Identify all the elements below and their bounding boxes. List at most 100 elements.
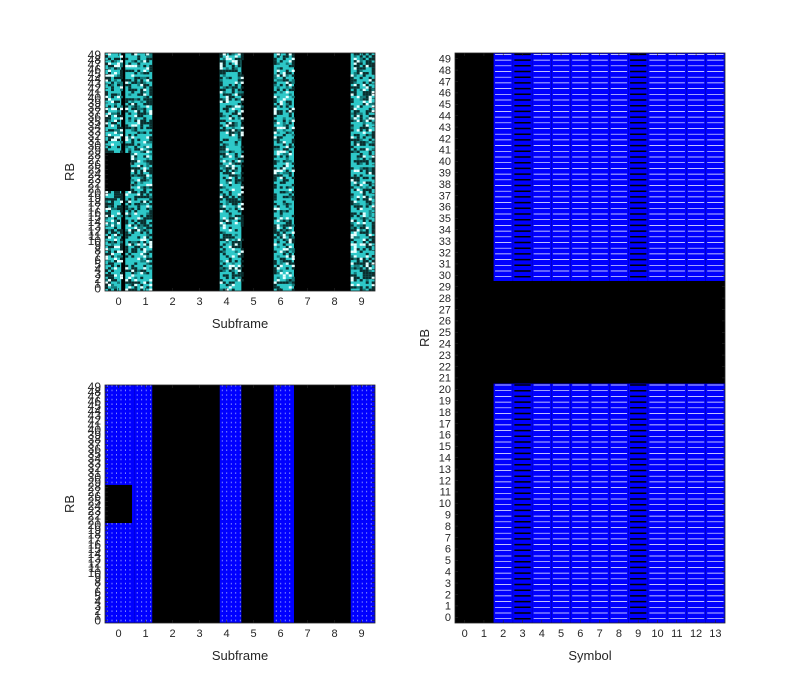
- y-tick-label: 25: [439, 327, 451, 339]
- y-tick-label: 8: [445, 521, 451, 533]
- x-axis-label: Subframe: [212, 648, 268, 663]
- y-tick-label: 13: [88, 220, 102, 234]
- y-tick-label: 39: [88, 428, 102, 442]
- x-tick-label: 8: [331, 628, 337, 640]
- x-tick-label: 3: [519, 628, 525, 640]
- y-tick-label: 27: [439, 304, 451, 316]
- y-tick-label: 20: [88, 186, 102, 200]
- x-tick-label: 0: [115, 628, 121, 640]
- y-tick-label: 32: [439, 247, 451, 259]
- y-tick-label: 22: [88, 177, 102, 191]
- y-tick-label: 34: [88, 120, 102, 134]
- empty-region: [105, 152, 131, 192]
- y-tick-label: 37: [88, 105, 102, 119]
- y-tick-label: 13: [88, 552, 102, 566]
- y-tick-label: 17: [88, 533, 102, 547]
- y-tick-label: 42: [88, 414, 102, 428]
- y-tick-label: 12: [88, 224, 102, 238]
- y-tick-label: 23: [88, 172, 102, 186]
- y-tick-label: 43: [88, 409, 102, 423]
- y-tick-label: 3: [94, 267, 101, 281]
- y-tick-label: 42: [439, 133, 451, 145]
- y-tick-label: 35: [88, 447, 102, 461]
- y-tick-label: 31: [88, 466, 102, 480]
- y-tick-label: 21: [439, 373, 451, 385]
- y-tick-label: 5: [445, 555, 451, 567]
- x-tick-label: 5: [558, 628, 564, 640]
- y-tick-label: 14: [88, 547, 102, 561]
- y-tick-label: 37: [88, 437, 102, 451]
- y-tick-label: 2: [94, 272, 101, 286]
- y-tick-label: 48: [88, 53, 102, 67]
- x-tick-label: 13: [709, 628, 721, 640]
- y-tick-label: 48: [88, 385, 102, 399]
- axes-frame: [104, 52, 376, 292]
- y-tick-label: 39: [439, 168, 451, 180]
- y-tick-label: 49: [88, 48, 102, 62]
- y-tick-label: 43: [88, 77, 102, 91]
- y-tick-label: 4: [445, 567, 451, 579]
- empty-region: [105, 484, 132, 524]
- axes-frame: [104, 384, 376, 624]
- x-tick-label: 7: [597, 628, 603, 640]
- y-tick-label: 26: [88, 158, 102, 172]
- y-tick-label: 38: [88, 433, 102, 447]
- y-axis-label: RB: [417, 329, 432, 347]
- y-tick-label: 47: [88, 58, 102, 72]
- x-tick-label: 2: [169, 296, 175, 308]
- y-tick-label: 45: [88, 67, 102, 81]
- y-tick-label: 5: [94, 590, 101, 604]
- y-tick-label: 0: [94, 281, 101, 295]
- y-tick-label: 37: [439, 190, 451, 202]
- y-tick-label: 46: [88, 62, 102, 76]
- y-tick-label: 48: [439, 65, 451, 77]
- y-tick-label: 38: [88, 101, 102, 115]
- plot-content: [493, 53, 725, 623]
- x-tick-label: 6: [577, 628, 583, 640]
- y-tick-label: 24: [88, 499, 102, 513]
- y-tick-label: 23: [439, 350, 451, 362]
- y-tick-label: 1: [445, 601, 451, 613]
- y-tick-label: 36: [88, 442, 102, 456]
- y-tick-label: 47: [88, 390, 102, 404]
- y-tick-label: 16: [439, 430, 451, 442]
- y-tick-label: 26: [439, 316, 451, 328]
- y-tick-label: 17: [88, 201, 102, 215]
- plot-content: [105, 385, 375, 623]
- subframe-grid-bottom-left: 0 1 2 3 4 5 6 7 8 9012345678910111213141516171819…: [62, 380, 376, 663]
- x-tick-label: 0: [115, 296, 121, 308]
- x-tick-label: 7: [304, 628, 310, 640]
- y-tick-label: 4: [94, 262, 101, 276]
- y-tick-label: 16: [88, 537, 102, 551]
- y-tick-label: 24: [439, 339, 451, 351]
- x-tick-label: 8: [616, 628, 622, 640]
- y-tick-label: 45: [88, 399, 102, 413]
- x-tick-label: 1: [142, 296, 148, 308]
- y-axis-label: RB: [62, 163, 77, 181]
- y-tick-label: 11: [89, 229, 102, 243]
- y-tick-label: 24: [88, 167, 102, 181]
- y-tick-label: 9: [445, 510, 451, 522]
- y-tick-label: 22: [88, 509, 102, 523]
- y-tick-label: 25: [88, 162, 102, 176]
- y-tick-label: 33: [439, 236, 451, 248]
- y-tick-label: 22: [439, 361, 451, 373]
- y-tick-label: 43: [439, 122, 451, 134]
- y-tick-label: 14: [439, 453, 451, 465]
- y-tick-label: 29: [88, 475, 102, 489]
- y-tick-label: 40: [88, 91, 102, 105]
- y-tick-label: 30: [88, 139, 102, 153]
- y-tick-label: 46: [88, 394, 102, 408]
- y-tick-label: 29: [88, 143, 102, 157]
- y-tick-label: 5: [94, 258, 101, 272]
- y-tick-label: 19: [439, 396, 451, 408]
- y-tick-label: 31: [88, 134, 102, 148]
- x-tick-label: 12: [690, 628, 702, 640]
- y-tick-label: 32: [88, 129, 102, 143]
- x-tick-label: 2: [169, 628, 175, 640]
- x-tick-label: 1: [481, 628, 487, 640]
- y-tick-label: 34: [439, 225, 451, 237]
- y-tick-label: 15: [439, 441, 451, 453]
- y-tick-label: 44: [88, 72, 102, 86]
- y-tick-label: 12: [88, 556, 102, 570]
